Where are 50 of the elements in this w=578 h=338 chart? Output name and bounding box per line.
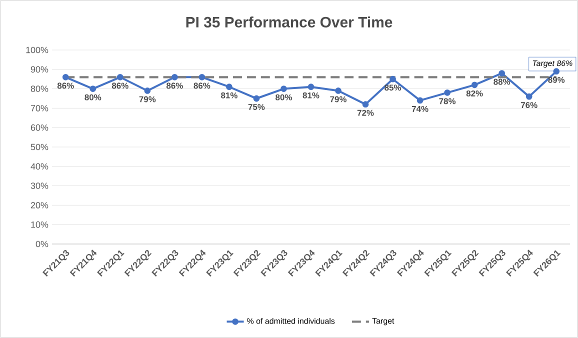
data-label: 86%	[166, 82, 183, 89]
data-label: 74%	[412, 106, 428, 112]
data-label: 86%	[194, 82, 210, 89]
data-label: 81%	[302, 92, 320, 98]
y-tick-label: 10%	[31, 221, 48, 228]
data-label: 78%	[439, 98, 456, 104]
data-label: 76%	[520, 102, 538, 108]
data-label: 72%	[357, 110, 374, 116]
point	[198, 74, 206, 80]
point	[362, 101, 369, 108]
point	[280, 86, 287, 92]
point	[444, 89, 451, 96]
data-label: 80%	[276, 94, 292, 100]
data-label: 86%	[57, 82, 74, 89]
data-label: 85%	[384, 84, 402, 91]
data-label: 88%	[494, 78, 510, 85]
point	[308, 84, 314, 90]
point	[471, 82, 478, 88]
data-label: 75%	[248, 104, 265, 110]
data-label: 79%	[139, 96, 156, 102]
y-tick-label: 50%	[30, 144, 48, 150]
point	[144, 88, 151, 94]
point	[62, 74, 69, 80]
point	[90, 86, 96, 92]
y-tick-label: 40%	[30, 163, 48, 170]
point	[498, 70, 506, 76]
point	[171, 74, 178, 80]
y-tick-label: 70%	[30, 105, 48, 112]
point	[526, 93, 532, 100]
y-tick-label: 90%	[30, 66, 48, 73]
y-tick-label: 20%	[30, 202, 48, 208]
data-label: 81%	[221, 92, 238, 98]
y-tick-label: 100%	[26, 46, 48, 54]
data-label: 80%	[84, 94, 102, 100]
y-tick-label: 60%	[30, 124, 48, 131]
point	[553, 68, 560, 75]
data-label: 86%	[112, 82, 128, 89]
data-label: 89%	[548, 76, 565, 83]
y-tick-label: 0%	[36, 240, 48, 248]
point	[335, 88, 342, 94]
chart-title: PI 35 Performance Over Time	[186, 16, 392, 28]
point	[226, 84, 232, 90]
point	[116, 74, 124, 80]
y-tick-label: 30%	[30, 182, 48, 189]
data-label: 82%	[466, 90, 483, 96]
y-tick-label: 80%	[30, 86, 48, 92]
point	[416, 97, 424, 104]
point	[390, 76, 396, 82]
point	[253, 95, 260, 102]
data-label: 79%	[330, 96, 347, 102]
